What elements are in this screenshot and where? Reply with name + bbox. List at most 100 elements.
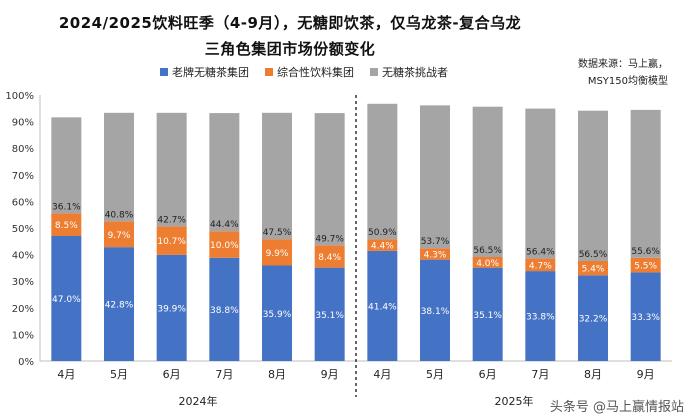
- data-label: 35.9%: [263, 310, 292, 320]
- bar-segment: [367, 103, 398, 240]
- data-label: 40.8%: [105, 210, 134, 220]
- data-label: 33.3%: [631, 313, 660, 323]
- legend: 老牌无糖茶集团 综合性饮料集团 无糖茶挑战者: [160, 64, 448, 80]
- x-tick-label: 8月: [584, 368, 602, 381]
- bar-segment: [262, 265, 292, 361]
- data-label: 10.0%: [210, 241, 239, 251]
- data-label: 35.1%: [315, 311, 344, 321]
- data-label: 56.5%: [579, 250, 608, 260]
- bar-segment: [578, 110, 608, 261]
- bar-segment: [262, 112, 292, 240]
- legend-item-general: 综合性饮料集团: [265, 64, 354, 80]
- data-label: 10.7%: [157, 237, 186, 247]
- bar-segment: [104, 247, 134, 361]
- data-label: 9.9%: [266, 249, 289, 259]
- y-tick-label: 90%: [12, 118, 34, 129]
- chart-subtitle: 三角色集团市场份额变化: [204, 40, 376, 58]
- data-label: 8.5%: [55, 221, 78, 231]
- legend-swatch-legacy: [160, 68, 168, 76]
- data-label: 47.0%: [52, 295, 81, 305]
- bar-segment: [630, 257, 661, 273]
- y-tick-label: 50%: [12, 224, 34, 235]
- bar-segment: [51, 213, 82, 236]
- data-label: 4.3%: [424, 250, 447, 260]
- bar-segment: [51, 117, 82, 214]
- x-tick-label: 9月: [321, 368, 339, 381]
- data-label: 38.1%: [421, 307, 450, 317]
- bar-segment: [367, 239, 398, 251]
- data-label: 5.5%: [634, 262, 657, 272]
- data-label: 42.8%: [105, 301, 134, 311]
- bar-segment: [578, 260, 608, 276]
- bar-segment: [262, 239, 292, 266]
- x-tick-label: 7月: [215, 368, 233, 381]
- data-label: 50.9%: [368, 228, 397, 238]
- data-label: 53.7%: [421, 237, 450, 247]
- data-label: 4.7%: [529, 261, 552, 271]
- x-tick-label: 7月: [531, 368, 549, 381]
- x-tick-label: 5月: [426, 368, 444, 381]
- data-label: 9.7%: [108, 231, 131, 241]
- data-label: 33.8%: [526, 313, 555, 323]
- data-label: 39.9%: [157, 304, 186, 314]
- bar-segment: [209, 257, 240, 361]
- bar-segment: [630, 272, 661, 361]
- bar-segment: [525, 108, 556, 259]
- bar-segment: [314, 113, 345, 246]
- bar-segment: [472, 267, 503, 361]
- x-tick-label: 8月: [268, 368, 286, 381]
- x-tick-label: 4月: [57, 368, 75, 381]
- bar-segment: [156, 112, 187, 227]
- data-label: 32.2%: [579, 315, 608, 325]
- legend-label-general: 综合性饮料集团: [277, 66, 354, 79]
- data-label: 56.4%: [526, 248, 555, 258]
- x-tick-label: 9月: [637, 368, 655, 381]
- data-label: 56.5%: [473, 246, 502, 256]
- data-label: 55.6%: [631, 247, 660, 257]
- data-label: 36.1%: [52, 202, 81, 212]
- data-label: 42.7%: [157, 215, 186, 225]
- legend-label-challenger: 无糖茶挑战者: [382, 66, 448, 79]
- bar-segment: [472, 106, 503, 257]
- bar-segment: [51, 235, 82, 361]
- bar-segment: [156, 254, 187, 361]
- bar-segment: [420, 105, 450, 249]
- data-label: 8.4%: [318, 253, 341, 263]
- bar-segment: [209, 113, 240, 232]
- bar-segment: [525, 258, 556, 272]
- y-tick-label: 60%: [12, 197, 34, 208]
- legend-item-challenger: 无糖茶挑战者: [370, 64, 448, 80]
- bar-segment: [525, 271, 556, 361]
- group-label: 2024年: [179, 394, 218, 408]
- data-label: 35.1%: [473, 311, 502, 321]
- bar-segment: [472, 256, 503, 268]
- data-label: 44.4%: [210, 220, 239, 230]
- bar-segment: [630, 109, 661, 258]
- bar-segment: [104, 112, 134, 222]
- bar-segment: [314, 267, 345, 361]
- source-note: 数据来源：马上赢，: [578, 59, 668, 70]
- bar-segment: [578, 275, 608, 361]
- y-tick-label: 70%: [12, 171, 34, 182]
- x-tick-label: 4月: [373, 368, 391, 381]
- y-tick-label: 100%: [5, 91, 34, 102]
- bar-segment: [420, 259, 450, 361]
- chart-title: 2024/2025饮料旺季（4-9月），无糖即饮茶，仅乌龙茶-复合乌龙: [58, 14, 522, 32]
- bar-segment: [367, 250, 398, 361]
- y-tick-label: 20%: [12, 304, 34, 315]
- bar-segment: [420, 248, 450, 260]
- source-model: MSY150均衡模型: [587, 76, 668, 87]
- y-tick-label: 30%: [12, 277, 34, 288]
- y-tick-label: 0%: [18, 357, 34, 368]
- data-label: 38.8%: [210, 306, 239, 316]
- data-label: 4.0%: [476, 259, 499, 269]
- bar-segment: [314, 245, 345, 268]
- data-label: 4.4%: [371, 242, 394, 252]
- data-label: 5.4%: [582, 265, 605, 275]
- x-tick-label: 5月: [110, 368, 128, 381]
- data-label: 49.7%: [315, 234, 344, 244]
- bar-segment: [156, 226, 187, 255]
- legend-swatch-challenger: [370, 68, 378, 76]
